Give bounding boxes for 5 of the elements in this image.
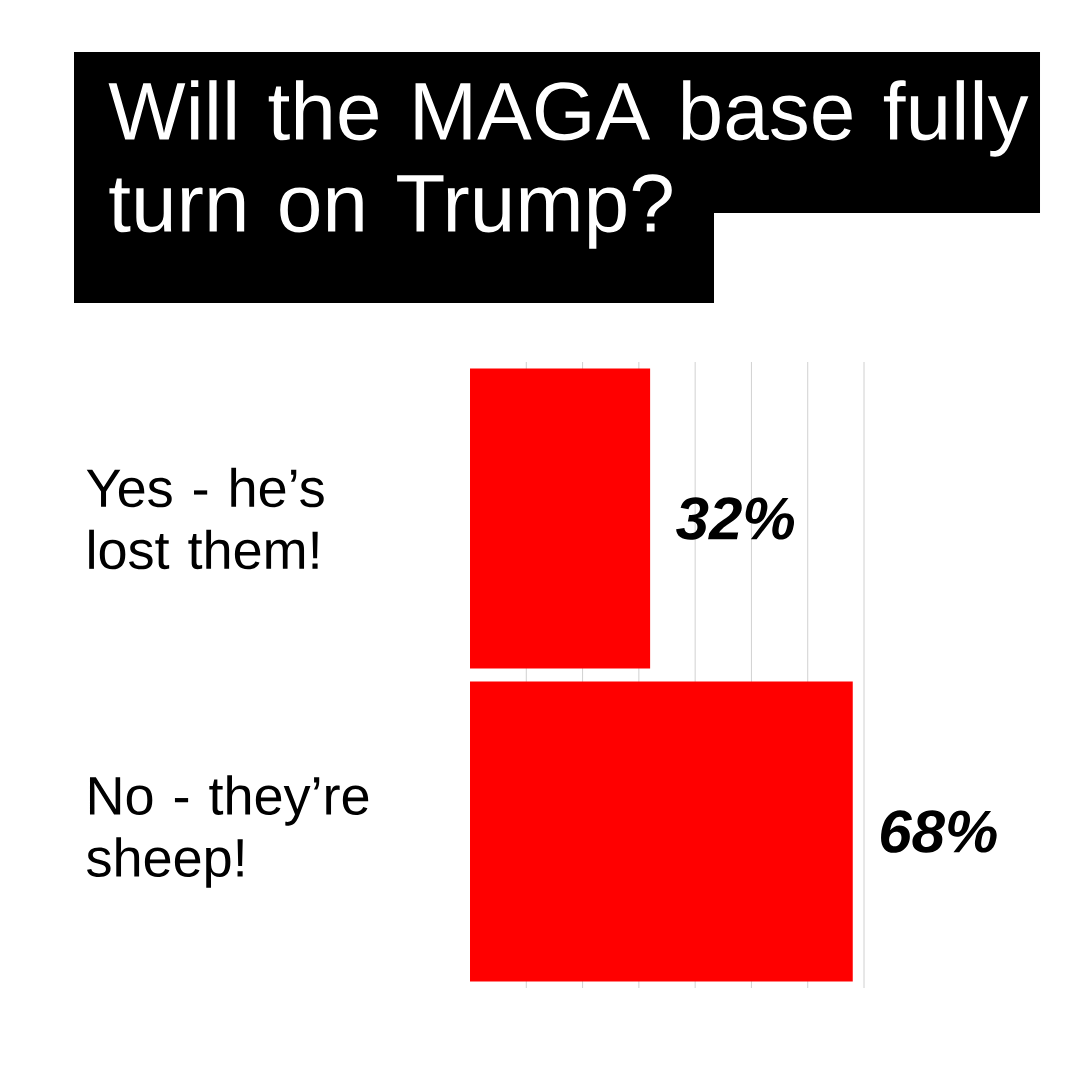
chart-title: Will the MAGA base fully turn on Trump? — [108, 80, 1029, 249]
y-tick-label: No - they’re sheep! — [87, 775, 369, 888]
data-label: 68% — [881, 810, 997, 853]
y-tick-label: Yes - he’s lost them! — [86, 467, 324, 570]
data-label: 32% — [676, 497, 795, 540]
